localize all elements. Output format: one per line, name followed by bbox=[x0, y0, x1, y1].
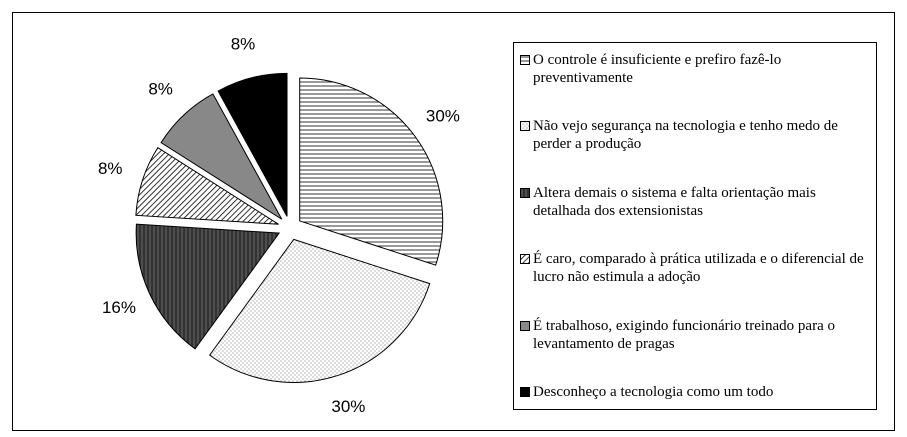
legend-swatch bbox=[520, 187, 530, 198]
data-label: 30% bbox=[331, 397, 365, 416]
legend-item: É trabalhoso, exigindo funcionário trein… bbox=[520, 317, 870, 353]
pie-slice bbox=[135, 223, 281, 350]
legend-label: Não vejo segurança na tecnologia e tenho… bbox=[533, 118, 838, 153]
legend-label: Altera demais o sistema e falta orientaç… bbox=[533, 184, 816, 219]
legend-swatch-fill bbox=[520, 55, 530, 65]
legend-label: O controle é insuficiente e prefiro fazê… bbox=[533, 52, 782, 86]
data-label: 30% bbox=[426, 106, 460, 125]
frame bbox=[12, 12, 895, 431]
legend-swatch bbox=[520, 386, 530, 397]
data-label: 16% bbox=[102, 298, 136, 317]
legend-swatch-fill bbox=[520, 254, 530, 265]
data-label: 8% bbox=[231, 34, 256, 53]
pie-slice bbox=[217, 72, 288, 217]
legend-item: O controle é insuficiente e prefiro fazê… bbox=[520, 51, 870, 87]
legend-swatch-fill bbox=[520, 187, 530, 198]
legend-item: Desconheço a tecnologia como um todo bbox=[520, 383, 870, 401]
legend: O controle é insuficiente e prefiro fazê… bbox=[513, 42, 877, 410]
data-label: 8% bbox=[98, 159, 123, 178]
legend-swatch bbox=[520, 55, 530, 65]
legend-swatch bbox=[520, 320, 530, 331]
pie-slice bbox=[135, 146, 279, 225]
legend-swatch-fill bbox=[520, 320, 530, 331]
legend-item: Altera demais o sistema e falta orientaç… bbox=[520, 184, 870, 220]
legend-label: É trabalhoso, exigindo funcionário trein… bbox=[533, 317, 835, 352]
legend-item: Não vejo segurança na tecnologia e tenho… bbox=[520, 117, 870, 153]
pie-slice bbox=[160, 93, 283, 220]
legend-swatch bbox=[520, 121, 530, 132]
legend-label: É caro, comparado à prática utilizada e … bbox=[533, 251, 864, 286]
legend-swatch-fill bbox=[520, 386, 530, 397]
legend-label: Desconheço a tecnologia como um todo bbox=[533, 383, 774, 400]
legend-item: É caro, comparado à prática utilizada e … bbox=[520, 250, 870, 286]
legend-swatch bbox=[520, 254, 530, 265]
legend-swatch-fill bbox=[520, 121, 530, 132]
pie-slice bbox=[208, 238, 431, 383]
pie-slice bbox=[299, 77, 444, 266]
data-label: 8% bbox=[148, 80, 173, 99]
